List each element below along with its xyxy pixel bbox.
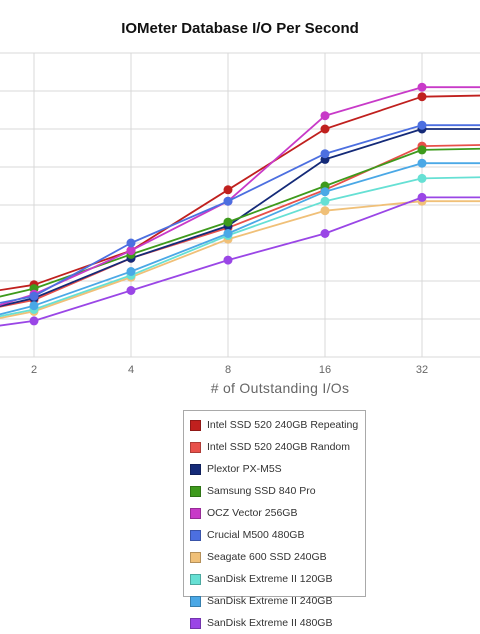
- legend-item: Intel SSD 520 240GB Random: [184, 436, 365, 458]
- legend-item: Plextor PX-M5S: [184, 458, 365, 480]
- series: [0, 158, 480, 316]
- legend-swatch: [190, 441, 201, 453]
- legend-item: Samsung SSD 840 Pro: [184, 480, 365, 502]
- data-point: [417, 82, 427, 92]
- series: [0, 192, 480, 327]
- data-point: [320, 187, 330, 197]
- data-point: [126, 267, 136, 276]
- data-point: [417, 173, 427, 183]
- x-tick-labels: 2 4 8 16 32: [31, 364, 428, 376]
- data-point: [320, 149, 330, 159]
- line-chart: 2 4 8 16 32: [0, 52, 480, 376]
- legend-label: Crucial M500 480GB: [207, 529, 305, 541]
- legend-swatch: [190, 463, 201, 475]
- legend-item: Seagate 600 SSD 240GB: [184, 546, 365, 568]
- series-line: [0, 147, 480, 298]
- data-point: [320, 124, 330, 134]
- data-point: [320, 229, 330, 238]
- legend-label: Samsung SSD 840 Pro: [207, 485, 316, 497]
- data-point: [223, 196, 233, 206]
- legend-item: Intel SSD 520 240GB Repeating: [184, 414, 365, 436]
- series-lines: [0, 82, 480, 327]
- data-point: [126, 238, 136, 248]
- series-line: [0, 162, 480, 316]
- legend-label: Intel SSD 520 240GB Random: [207, 441, 351, 453]
- x-tick-label: 4: [128, 364, 134, 376]
- legend-swatch: [190, 595, 201, 607]
- data-point: [320, 196, 330, 206]
- chart-title: IOMeter Database I/O Per Second: [121, 20, 359, 37]
- legend-swatch: [190, 551, 201, 563]
- legend-swatch: [190, 529, 201, 541]
- x-tick-label: 8: [225, 364, 231, 376]
- data-point: [417, 120, 427, 130]
- data-point: [126, 246, 136, 256]
- legend-label: SanDisk Extreme II 120GB: [207, 573, 333, 585]
- x-tick-label: 16: [319, 364, 331, 376]
- data-point: [417, 145, 427, 155]
- legend-swatch: [190, 485, 201, 497]
- legend-item: SanDisk Extreme II 120GB: [184, 568, 365, 590]
- data-point: [417, 92, 427, 102]
- data-point: [223, 217, 233, 227]
- legend-item: SanDisk Extreme II 240GB: [184, 590, 365, 612]
- series-line: [0, 86, 480, 306]
- data-point: [223, 229, 233, 238]
- legend-item: Crucial M500 480GB: [184, 524, 365, 546]
- legend-label: Intel SSD 520 240GB Repeating: [207, 419, 359, 431]
- data-point: [223, 185, 233, 195]
- x-tick-label: 2: [31, 364, 37, 376]
- data-point: [126, 286, 136, 295]
- legend-label: SanDisk Extreme II 480GB: [207, 617, 333, 629]
- series-line: [0, 124, 480, 304]
- data-point: [29, 301, 39, 311]
- x-axis-label: # of Outstanding I/Os: [210, 380, 350, 396]
- data-point: [29, 316, 39, 326]
- series: [0, 120, 480, 304]
- legend-item: OCZ Vector 256GB: [184, 502, 365, 524]
- data-point: [417, 158, 427, 168]
- series-line: [0, 176, 480, 318]
- gridlines: [0, 52, 480, 358]
- legend-item: SanDisk Extreme II 480GB: [184, 612, 365, 634]
- legend-swatch: [190, 573, 201, 585]
- series: [0, 173, 480, 318]
- data-point: [320, 206, 330, 216]
- x-tick-label: 32: [416, 364, 428, 376]
- legend-swatch: [190, 507, 201, 519]
- legend-swatch: [190, 419, 201, 431]
- data-point: [417, 192, 427, 202]
- legend-label: Seagate 600 SSD 240GB: [207, 551, 327, 563]
- legend-swatch: [190, 617, 201, 629]
- series: [0, 82, 480, 306]
- legend: Intel SSD 520 240GB Repeating Intel SSD 5…: [183, 410, 366, 629]
- series-line: [0, 200, 480, 319]
- legend-label: OCZ Vector 256GB: [207, 507, 298, 519]
- data-point: [29, 291, 39, 301]
- data-point: [320, 111, 330, 121]
- legend-label: Plextor PX-M5S: [207, 463, 282, 475]
- series-line: [0, 94, 480, 292]
- data-point: [223, 255, 233, 265]
- legend-label: SanDisk Extreme II 240GB: [207, 595, 333, 607]
